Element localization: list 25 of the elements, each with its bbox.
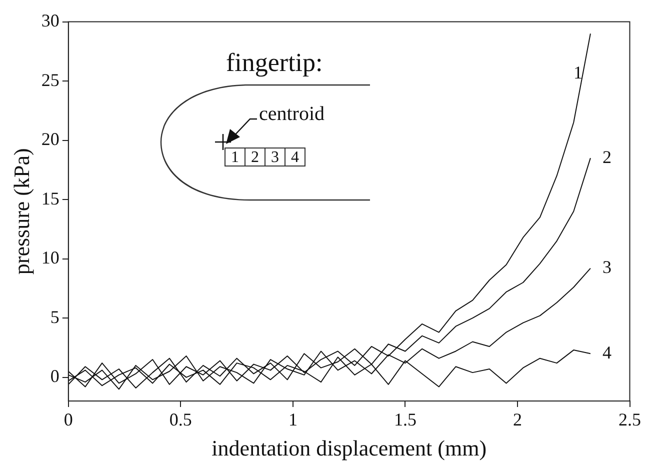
y-tick-label: 10	[41, 248, 60, 268]
x-tick-label: 0.5	[169, 410, 192, 430]
y-axis-title: pressure (kPa)	[8, 148, 34, 275]
y-tick-label: 15	[41, 188, 60, 208]
y-tick-label: 5	[50, 306, 60, 327]
annotation: fingertip:	[226, 48, 323, 77]
series-label: 2	[602, 146, 612, 167]
y-tick-label: 30	[41, 10, 60, 31]
x-axis-title: indentation displacement (mm)	[212, 436, 487, 461]
annotation: centroid	[259, 103, 325, 125]
series-label: 3	[602, 257, 612, 278]
series-label: 4	[602, 342, 612, 362]
y-tick-label: 25	[41, 70, 60, 90]
x-tick-label: 2	[512, 410, 522, 430]
annotation: 3	[265, 149, 285, 167]
x-tick-label: 2.5	[618, 410, 641, 430]
x-tick-label: 1.5	[394, 410, 416, 430]
annotation: 1	[225, 149, 245, 167]
x-tick-label: 0	[64, 410, 73, 430]
annotation: 4	[285, 149, 305, 167]
y-tick-label: 0	[50, 366, 60, 386]
x-tick-label: 1	[288, 410, 298, 430]
series-label: 1	[573, 62, 582, 82]
annotation: 2	[245, 149, 265, 167]
y-tick-label: 20	[41, 129, 60, 150]
